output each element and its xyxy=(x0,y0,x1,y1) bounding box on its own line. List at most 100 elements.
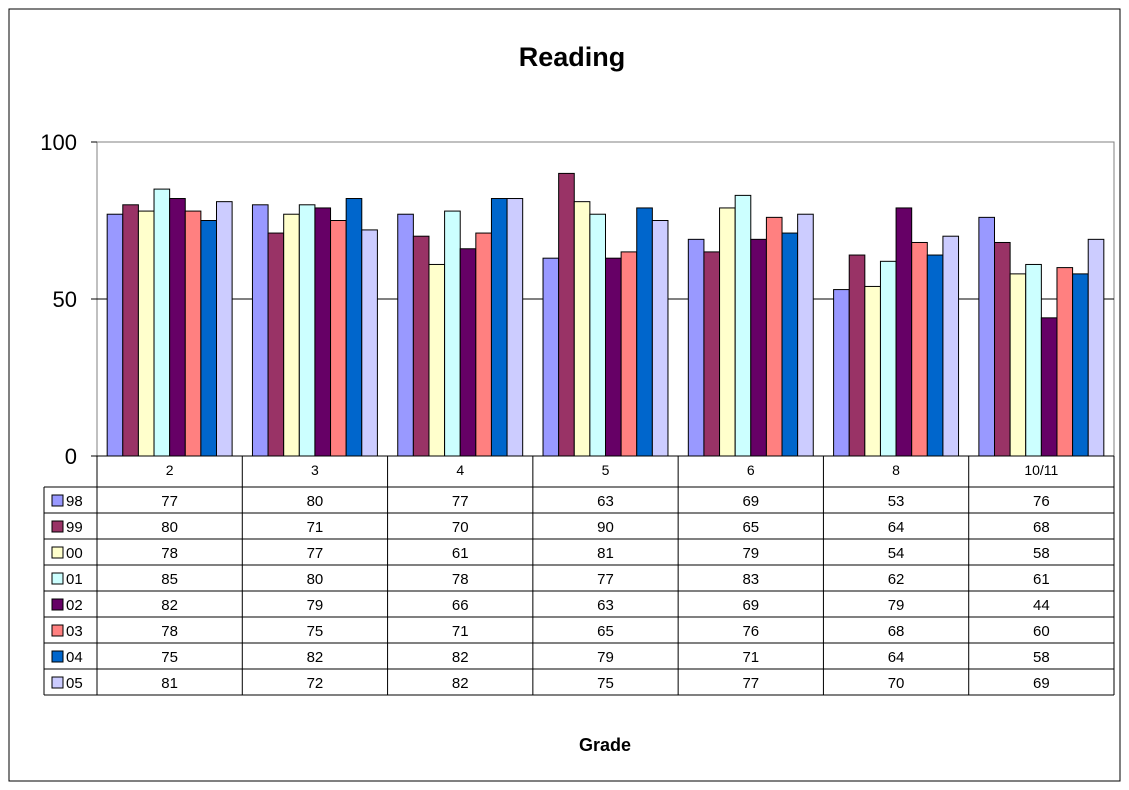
category-label: 4 xyxy=(456,462,464,478)
bar-03-8 xyxy=(911,241,928,457)
bar-01-5 xyxy=(589,213,606,457)
bar-02-3 xyxy=(314,207,332,457)
data-table-cell: 44 xyxy=(1033,597,1050,614)
category-label: 3 xyxy=(311,462,319,478)
data-table-cell: 90 xyxy=(597,519,614,536)
data-table-cell: 78 xyxy=(161,623,178,640)
data-table-cell: 79 xyxy=(307,597,324,614)
bar-03-6 xyxy=(765,216,783,457)
bar-04-8 xyxy=(926,254,944,457)
bar-03-2 xyxy=(184,210,202,457)
bar-99-6 xyxy=(703,251,721,457)
bars xyxy=(106,172,1105,457)
data-table-cell: 82 xyxy=(452,675,469,692)
legend-label: 02 xyxy=(66,597,83,614)
category-label: 2 xyxy=(166,462,174,478)
data-table-cell: 77 xyxy=(742,675,759,692)
bar-99-5 xyxy=(558,172,575,457)
category-label: 10/11 xyxy=(1024,462,1058,478)
bar-04-10/11 xyxy=(1072,273,1089,457)
bar-99-4 xyxy=(412,235,430,457)
bar-01-6 xyxy=(734,194,752,457)
y-tick-label: 0 xyxy=(65,444,77,469)
data-table-cell: 63 xyxy=(597,493,614,510)
bar-04-3 xyxy=(345,198,363,457)
y-tick-label: 50 xyxy=(53,287,77,312)
bar-98-6 xyxy=(687,238,705,457)
bar-02-4 xyxy=(459,248,477,457)
data-table-cell: 78 xyxy=(161,545,178,562)
bar-02-5 xyxy=(605,257,622,457)
data-table-cell: 58 xyxy=(1033,649,1050,666)
bar-02-6 xyxy=(750,238,767,457)
data-table-cell: 72 xyxy=(307,675,324,692)
bar-02-8 xyxy=(895,207,913,457)
data-table-cell: 54 xyxy=(888,545,905,562)
chart-title: Reading xyxy=(519,42,626,72)
bar-01-2 xyxy=(153,188,171,457)
data-table-cell: 77 xyxy=(597,571,614,588)
bar-98-8 xyxy=(833,289,850,457)
bar-05-2 xyxy=(215,201,233,457)
data-table-cell: 71 xyxy=(742,649,759,666)
data-table-cell: 85 xyxy=(161,571,178,588)
data-table-cell: 65 xyxy=(597,623,614,640)
data-table-cell: 71 xyxy=(307,519,324,536)
bar-05-10/11 xyxy=(1087,238,1105,457)
category-label: 5 xyxy=(602,462,610,478)
legend-swatch-00 xyxy=(51,546,64,559)
bar-01-8 xyxy=(879,260,897,457)
data-table-cell: 61 xyxy=(1033,571,1050,588)
data-table-cell: 68 xyxy=(1033,519,1050,536)
legend-label: 05 xyxy=(66,675,83,692)
data-table-cell: 76 xyxy=(1033,493,1050,510)
y-tick-label: 100 xyxy=(40,130,77,155)
bar-98-10/11 xyxy=(978,216,996,457)
legend-label: 04 xyxy=(66,649,83,666)
data-table-cell: 69 xyxy=(742,493,759,510)
bar-04-6 xyxy=(781,232,799,457)
data-table-cell: 61 xyxy=(452,545,469,562)
category-label: 8 xyxy=(892,462,900,478)
bar-04-2 xyxy=(200,220,217,457)
data-table-cell: 80 xyxy=(161,519,178,536)
data-table-cell: 77 xyxy=(452,493,469,510)
bar-01-10/11 xyxy=(1025,263,1042,457)
category-label: 6 xyxy=(747,462,755,478)
data-table-cell: 62 xyxy=(888,571,905,588)
data-table-cell: 82 xyxy=(452,649,469,666)
legend-swatch-98 xyxy=(51,494,64,507)
bar-99-2 xyxy=(122,204,139,457)
bar-98-3 xyxy=(251,204,269,457)
data-table-cell: 80 xyxy=(307,493,324,510)
legend-label: 03 xyxy=(66,623,83,640)
data-table-cell: 80 xyxy=(307,571,324,588)
bar-03-10/11 xyxy=(1056,267,1074,457)
legend-swatch-04 xyxy=(51,650,64,663)
data-table-cell: 79 xyxy=(742,545,759,562)
bar-98-2 xyxy=(106,213,124,457)
data-table-cell: 81 xyxy=(597,545,614,562)
data-table-cell: 68 xyxy=(888,623,905,640)
data-table-cell: 83 xyxy=(742,571,759,588)
data-table-cell: 78 xyxy=(452,571,469,588)
legend-label: 99 xyxy=(66,519,83,536)
bar-03-5 xyxy=(620,251,638,457)
bar-05-4 xyxy=(506,198,524,457)
bar-02-10/11 xyxy=(1040,317,1058,457)
data-table-cell: 71 xyxy=(452,623,469,640)
bar-00-3 xyxy=(283,213,300,457)
data-table-cell: 65 xyxy=(742,519,759,536)
data-table-cell: 76 xyxy=(742,623,759,640)
bar-00-4 xyxy=(428,263,446,457)
data-table-cell: 81 xyxy=(161,675,178,692)
bar-98-4 xyxy=(397,213,414,457)
data-table-cell: 79 xyxy=(597,649,614,666)
data-table-cell: 60 xyxy=(1033,623,1050,640)
bar-05-8 xyxy=(942,235,960,457)
bar-00-10/11 xyxy=(1009,273,1027,457)
legend-swatch-05 xyxy=(51,676,64,689)
data-table-cell: 77 xyxy=(161,493,178,510)
